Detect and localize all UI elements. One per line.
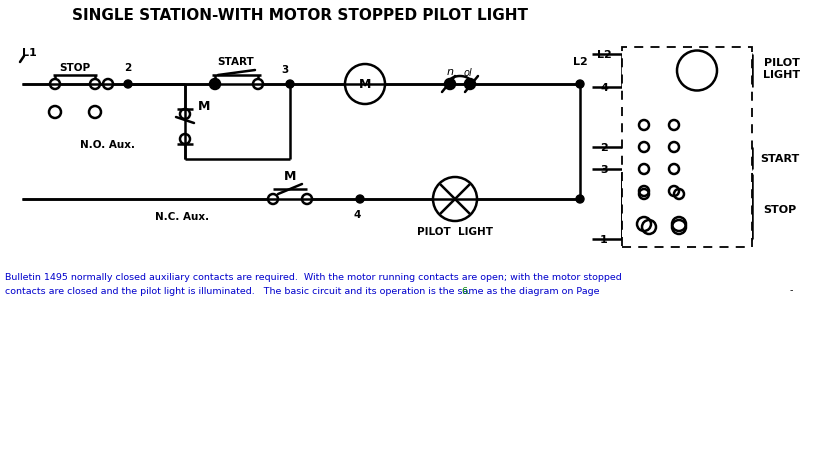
Text: 3: 3 bbox=[600, 165, 608, 174]
Text: START: START bbox=[218, 57, 255, 67]
Circle shape bbox=[576, 81, 584, 89]
Text: 1: 1 bbox=[600, 235, 608, 245]
Text: START: START bbox=[760, 154, 799, 164]
Text: Bulletin 1495 normally closed auxiliary contacts are required.  With the motor r: Bulletin 1495 normally closed auxiliary … bbox=[5, 272, 622, 281]
Text: SINGLE STATION-WITH MOTOR STOPPED PILOT LIGHT: SINGLE STATION-WITH MOTOR STOPPED PILOT … bbox=[72, 8, 528, 23]
Circle shape bbox=[124, 81, 132, 89]
Bar bbox=[622, 174, 752, 240]
Text: L2: L2 bbox=[596, 50, 611, 60]
Text: contacts are closed and the pilot light is illuminated.   The basic circuit and : contacts are closed and the pilot light … bbox=[5, 286, 603, 295]
Text: PILOT  LIGHT: PILOT LIGHT bbox=[417, 226, 493, 236]
Circle shape bbox=[446, 81, 454, 89]
Text: STOP: STOP bbox=[763, 205, 797, 214]
Text: 2: 2 bbox=[600, 143, 608, 153]
Text: 4: 4 bbox=[353, 210, 360, 219]
Circle shape bbox=[286, 81, 294, 89]
Text: 4: 4 bbox=[600, 83, 608, 93]
Text: n: n bbox=[446, 67, 454, 77]
Text: 2: 2 bbox=[124, 63, 132, 73]
Text: N.O. Aux.: N.O. Aux. bbox=[80, 140, 135, 150]
Bar bbox=[622, 48, 752, 247]
Circle shape bbox=[576, 196, 584, 203]
Text: contacts are closed and the pilot light is illuminated.   The basic circuit and : contacts are closed and the pilot light … bbox=[5, 286, 603, 295]
Text: L2: L2 bbox=[572, 57, 587, 67]
Text: LIGHT: LIGHT bbox=[763, 70, 800, 80]
Text: PILOT: PILOT bbox=[764, 58, 800, 68]
Text: M: M bbox=[359, 78, 371, 91]
Text: ol: ol bbox=[464, 68, 473, 78]
Circle shape bbox=[466, 81, 474, 89]
Text: M: M bbox=[198, 100, 210, 113]
Text: 3: 3 bbox=[282, 65, 288, 75]
Text: -: - bbox=[790, 286, 794, 295]
Circle shape bbox=[356, 196, 364, 203]
Text: L1: L1 bbox=[22, 48, 37, 58]
Text: STOP: STOP bbox=[60, 63, 91, 73]
Text: M: M bbox=[284, 170, 296, 183]
Circle shape bbox=[211, 81, 219, 89]
Text: 6.: 6. bbox=[461, 286, 470, 295]
Text: N.C. Aux.: N.C. Aux. bbox=[155, 212, 209, 222]
